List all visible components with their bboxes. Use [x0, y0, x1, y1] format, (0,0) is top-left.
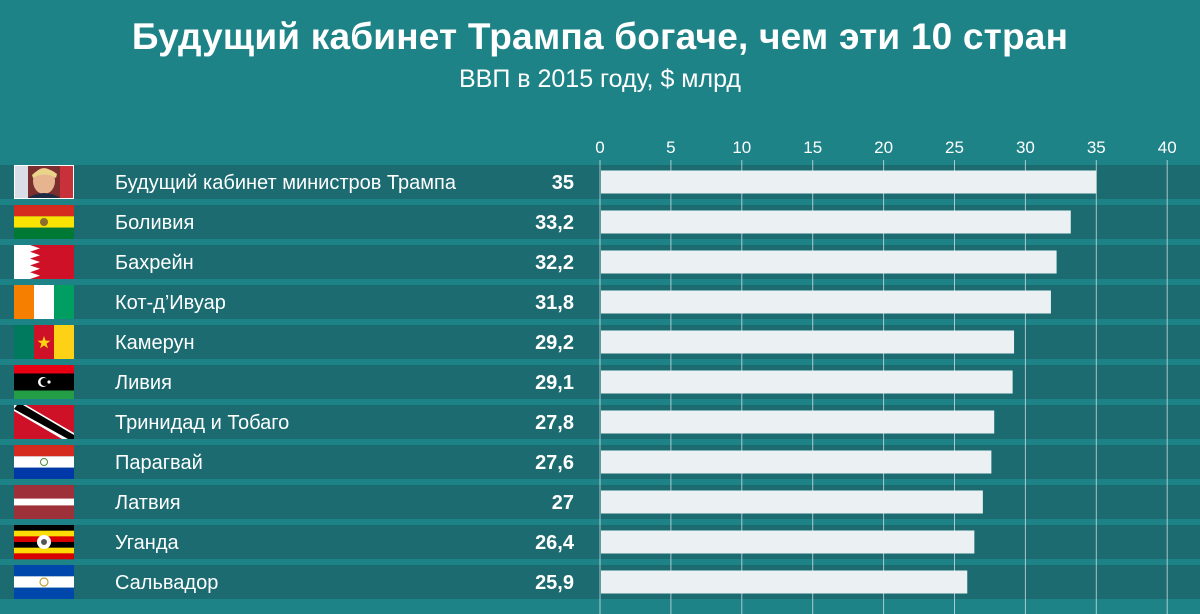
- category-label: Камерун: [115, 332, 195, 354]
- category-label: Боливия: [115, 212, 194, 234]
- x-tick-label: 10: [732, 138, 751, 157]
- uganda-flag-icon: [14, 525, 74, 560]
- value-label: 25,9: [535, 572, 574, 594]
- bahrain-flag-icon: [14, 245, 74, 279]
- category-label: Латвия: [115, 492, 181, 514]
- category-label: Ливия: [115, 372, 172, 394]
- value-label: 31,8: [535, 292, 574, 314]
- category-label: Кот-д’Ивуар: [115, 292, 226, 314]
- category-label: Уганда: [115, 532, 180, 554]
- value-label: 27: [552, 492, 574, 514]
- x-tick-label: 25: [945, 138, 964, 157]
- value-label: 27,8: [535, 412, 574, 434]
- bar: [601, 490, 983, 514]
- bar: [601, 290, 1051, 314]
- bar: [601, 530, 975, 554]
- trinidad-tobago-flag-icon: [14, 405, 74, 439]
- libya-flag-icon: [14, 365, 74, 399]
- value-label: 27,6: [535, 452, 574, 474]
- x-tick-label: 20: [874, 138, 893, 157]
- x-tick-label: 5: [666, 138, 675, 157]
- value-label: 29,1: [535, 372, 574, 394]
- x-tick-label: 35: [1087, 138, 1106, 157]
- chart-subtitle: ВВП в 2015 году, $ млрд: [459, 65, 741, 93]
- bar: [601, 330, 1015, 354]
- value-label: 32,2: [535, 252, 574, 274]
- category-label: Бахрейн: [115, 252, 194, 274]
- x-tick-label: 15: [803, 138, 822, 157]
- value-label: 26,4: [535, 532, 575, 554]
- trump-photo-icon: [14, 165, 74, 199]
- category-label: Парагвай: [115, 452, 203, 474]
- value-label: 35: [552, 172, 574, 194]
- cameroon-flag-icon: [14, 325, 74, 359]
- bar: [601, 370, 1013, 394]
- bar: [601, 210, 1071, 234]
- bar: [601, 450, 992, 474]
- latvia-flag-icon: [14, 485, 74, 519]
- category-label: Сальвадор: [115, 572, 218, 594]
- category-label: Тринидад и Тобаго: [115, 412, 289, 434]
- paraguay-flag-icon: [14, 445, 74, 479]
- category-label: Будущий кабинет министров Трампа: [115, 172, 457, 194]
- el-salvador-flag-icon: [14, 565, 74, 599]
- chart-title: Будущий кабинет Трампа богаче, чем эти 1…: [131, 16, 1069, 57]
- bar: [601, 410, 995, 434]
- bolivia-flag-icon: [14, 205, 74, 239]
- x-tick-label: 30: [1016, 138, 1035, 157]
- bar: [601, 170, 1097, 194]
- cote-divoire-flag-icon: [14, 285, 74, 319]
- value-label: 29,2: [535, 332, 574, 354]
- x-tick-label: 0: [595, 138, 604, 157]
- value-label: 33,2: [535, 212, 574, 234]
- bar: [601, 570, 968, 594]
- x-tick-label: 40: [1158, 138, 1177, 157]
- bar: [601, 250, 1057, 274]
